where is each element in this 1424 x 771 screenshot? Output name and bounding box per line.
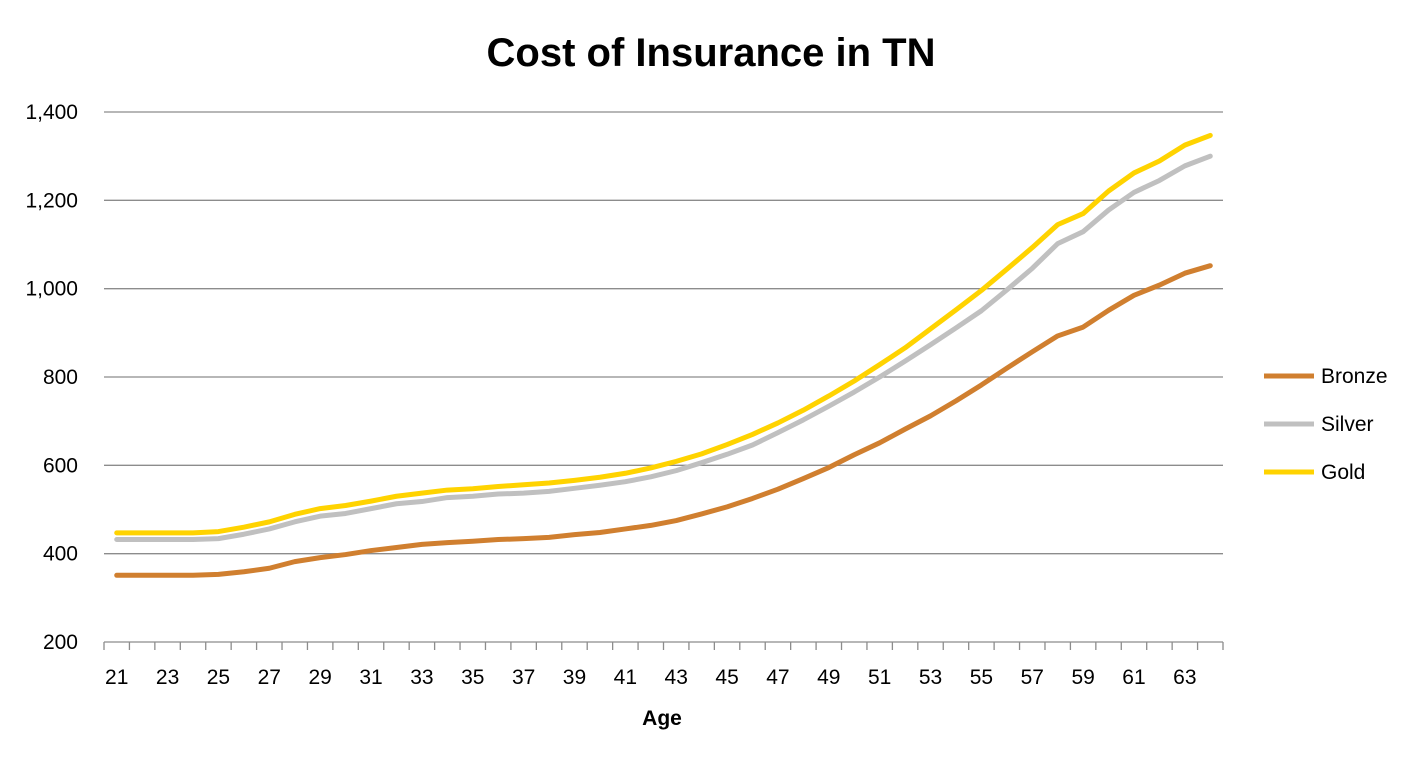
x-tick-label: 49 xyxy=(817,666,840,689)
x-tick-label: 57 xyxy=(1021,666,1044,689)
y-tick-label: 600 xyxy=(43,454,78,477)
legend: Bronze Silver Gold xyxy=(1264,365,1388,484)
x-tick-label: 53 xyxy=(919,666,942,689)
x-tick-label: 39 xyxy=(563,666,586,689)
series-line-gold xyxy=(114,132,1213,536)
x-tick-label: 25 xyxy=(207,666,230,689)
y-axis-tick-labels: 200 400 600 800 1,000 1,200 1,400 xyxy=(25,101,78,654)
y-tick-label: 400 xyxy=(43,543,78,566)
x-tick-label: 45 xyxy=(715,666,738,689)
series-line-silver xyxy=(114,153,1213,543)
series-lines xyxy=(114,132,1213,578)
x-tick-label: 33 xyxy=(410,666,433,689)
y-tick-label: 800 xyxy=(43,366,78,389)
x-tick-label: 21 xyxy=(105,666,128,689)
x-tick-label: 47 xyxy=(766,666,789,689)
chart-title: Cost of Insurance in TN xyxy=(487,31,936,75)
x-tick-label: 43 xyxy=(665,666,688,689)
x-tick-label: 51 xyxy=(868,666,891,689)
x-tick-label: 41 xyxy=(614,666,637,689)
legend-label-silver: Silver xyxy=(1321,413,1374,436)
x-tick-label: 27 xyxy=(258,666,281,689)
legend-label-bronze: Bronze xyxy=(1321,365,1388,388)
x-tick-label: 63 xyxy=(1173,666,1196,689)
gridlines xyxy=(104,111,1223,555)
x-tick-label: 35 xyxy=(461,666,484,689)
x-axis: 21 23 25 27 29 31 33 35 37 39 41 43 45 47 49 51 53 55 57 59… xyxy=(103,641,1224,689)
x-tick-label: 29 xyxy=(308,666,331,689)
y-tick-label: 200 xyxy=(43,631,78,654)
x-tick-label: 59 xyxy=(1071,666,1094,689)
x-tick-label: 31 xyxy=(359,666,382,689)
x-axis-title: Age xyxy=(642,707,682,730)
series-line-bronze xyxy=(114,263,1213,578)
x-tick-label: 55 xyxy=(970,666,993,689)
x-tick-label: 37 xyxy=(512,666,535,689)
x-tick-label: 61 xyxy=(1122,666,1145,689)
y-tick-label: 1,200 xyxy=(25,189,78,212)
x-tick-label: 23 xyxy=(156,666,179,689)
legend-label-gold: Gold xyxy=(1321,461,1365,484)
y-tick-label: 1,400 xyxy=(25,101,78,124)
y-tick-label: 1,000 xyxy=(25,278,78,301)
